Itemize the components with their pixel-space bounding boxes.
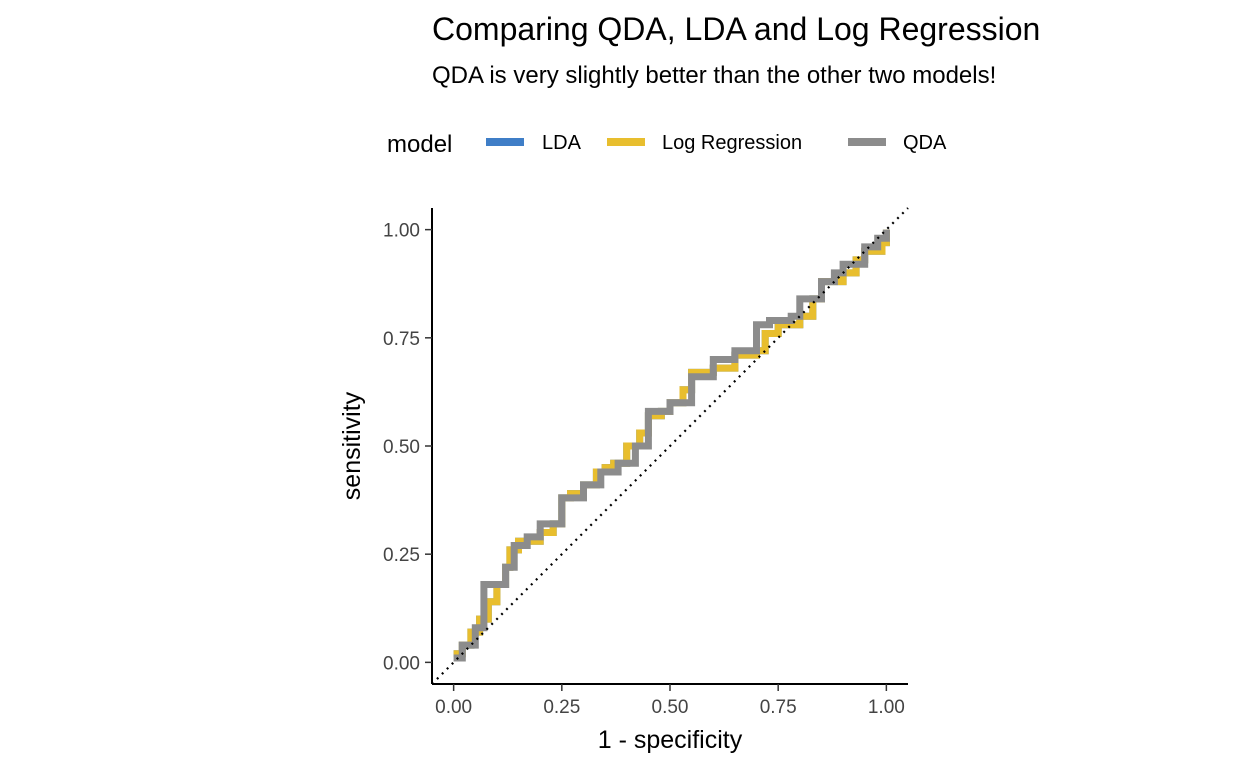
legend-key-log-regression	[607, 138, 645, 146]
legend-item-qda: QDA	[848, 132, 947, 154]
y-tick-label: 0.50	[383, 437, 420, 458]
reference-diagonal-line	[431, 207, 909, 685]
plot-area	[431, 207, 909, 685]
legend-item-log-regression: Log Regression	[607, 132, 802, 154]
y-tick-label: 0.25	[383, 545, 420, 566]
y-axis-ticks: 0.00 0.25 0.50 0.75 1.00	[383, 221, 432, 674]
x-tick-label: 0.00	[435, 697, 472, 718]
y-axis-title: sensitivity	[338, 391, 366, 500]
legend-label-log-regression: Log Regression	[662, 132, 802, 154]
x-tick-label: 1.00	[868, 697, 905, 718]
y-tick-label: 0.75	[383, 329, 420, 350]
legend: model LDA Log Regression QDA	[387, 131, 947, 158]
legend-title: model	[387, 131, 452, 158]
legend-item-lda: LDA	[486, 132, 582, 154]
legend-label-lda: LDA	[542, 132, 582, 154]
x-tick-label: 0.25	[543, 697, 580, 718]
chart-subtitle: QDA is very slightly better than the oth…	[432, 62, 996, 89]
x-tick-label: 0.75	[760, 697, 797, 718]
y-tick-label: 1.00	[383, 221, 420, 242]
x-axis-ticks: 0.00 0.25 0.50 0.75 1.00	[435, 684, 905, 718]
y-tick-label: 0.00	[383, 653, 420, 674]
legend-label-qda: QDA	[903, 132, 947, 154]
series-line-qda	[453, 229, 890, 662]
legend-key-lda	[486, 138, 524, 146]
x-axis-title: 1 - specificity	[598, 726, 743, 754]
chart-title: Comparing QDA, LDA and Log Regression	[432, 11, 1040, 47]
legend-key-qda	[848, 138, 886, 146]
x-tick-label: 0.50	[652, 697, 689, 718]
